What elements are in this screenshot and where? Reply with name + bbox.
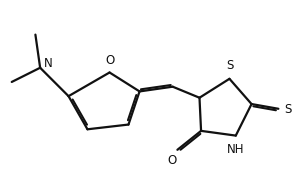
Text: O: O (167, 154, 176, 167)
Text: S: S (284, 103, 291, 116)
Text: NH: NH (227, 142, 245, 155)
Text: O: O (105, 54, 114, 67)
Text: N: N (44, 57, 53, 70)
Text: S: S (226, 59, 233, 72)
